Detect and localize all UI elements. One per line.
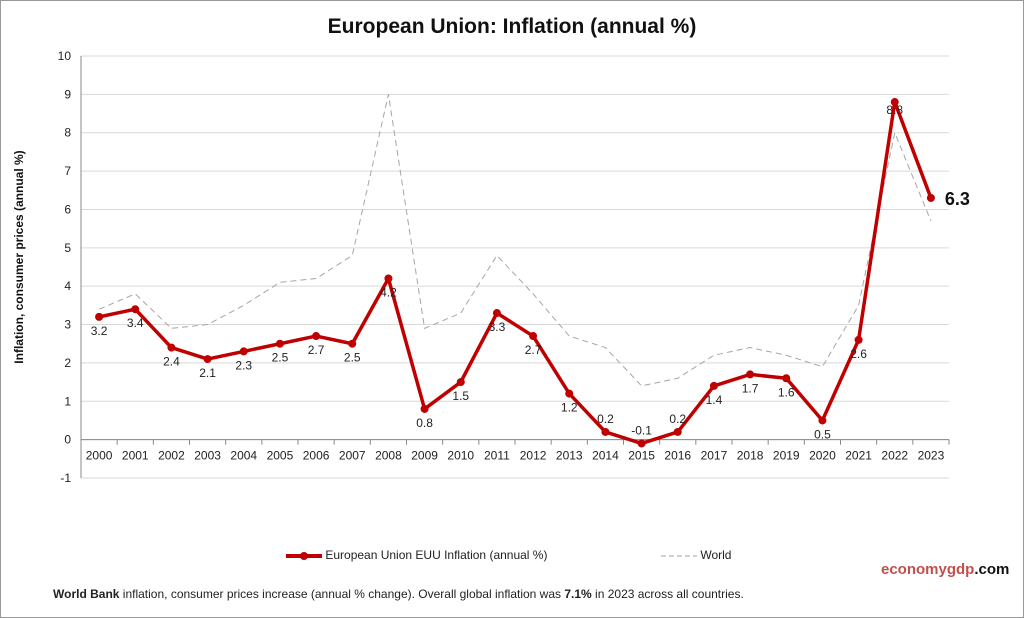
x-tick-label: 2006	[303, 449, 330, 463]
data-label: 4.2	[380, 286, 397, 300]
data-label: 0.2	[669, 412, 686, 426]
y-tick-label: 3	[64, 318, 71, 332]
series-eu-point	[312, 332, 321, 341]
legend-eu-swatch-icon	[286, 551, 322, 560]
y-tick-label: 5	[64, 241, 71, 255]
footer-note: World Bank inflation, consumer prices in…	[53, 587, 744, 601]
data-label: 2.6	[850, 347, 867, 361]
data-label: 2.5	[272, 351, 289, 365]
series-eu-point	[492, 309, 501, 318]
x-tick-label: 2003	[194, 449, 221, 463]
series-eu-point	[456, 378, 465, 387]
x-tick-label: 2004	[230, 449, 257, 463]
series-world-line	[98, 94, 932, 387]
y-tick-label: 9	[64, 87, 71, 101]
series-eu-point	[673, 427, 682, 436]
x-tick-label: 2021	[845, 449, 872, 463]
y-tick-label: -1	[60, 471, 71, 485]
data-label: 1.5	[452, 389, 469, 403]
y-tick-label: 6	[64, 202, 71, 216]
y-tick-label: 0	[64, 433, 71, 447]
data-label: 2.3	[235, 358, 252, 372]
series-eu-point	[239, 347, 248, 356]
series-eu-point	[782, 374, 791, 383]
series-eu-line	[98, 100, 933, 446]
series-eu-point	[926, 193, 935, 202]
data-label: 3.4	[127, 316, 144, 330]
x-tick-label: 2009	[411, 449, 438, 463]
series-eu-point	[746, 370, 755, 379]
data-label: 0.5	[814, 427, 831, 441]
data-label: 2.4	[163, 355, 180, 369]
x-tick-label: 2016	[664, 449, 691, 463]
x-tick-label: 2018	[737, 449, 764, 463]
series-eu-point	[637, 439, 646, 448]
y-axis-label: Inflation, consumer prices (annual %)	[12, 150, 26, 363]
series-eu-point	[167, 343, 176, 352]
y-tick-label: 10	[58, 49, 72, 63]
brand-logo: economygdp.com	[881, 561, 1010, 578]
x-tick-label: 2007	[339, 449, 366, 463]
x-tick-label: 2014	[592, 449, 619, 463]
y-tick-label: 4	[64, 279, 71, 293]
data-label: 3.3	[489, 320, 506, 334]
y-tick-label: 7	[64, 164, 71, 178]
series-eu-point	[275, 339, 284, 348]
x-tick-label: 2010	[447, 449, 474, 463]
data-label: 1.7	[742, 381, 759, 395]
series-eu-point	[565, 389, 574, 398]
data-label: 0.2	[597, 412, 614, 426]
x-tick-label: 2022	[881, 449, 908, 463]
series-eu-point	[854, 335, 863, 344]
series-eu-point	[131, 305, 140, 314]
data-label: 3.2	[91, 324, 108, 338]
data-label: 8.8	[886, 103, 903, 117]
x-tick-label: 2005	[267, 449, 294, 463]
data-label: 2.7	[525, 343, 542, 357]
data-label: -0.1	[631, 423, 652, 437]
series-eu-point	[420, 404, 429, 413]
legend-item-eu: European Union EUU Inflation (annual %)	[286, 548, 547, 562]
series-eu-point	[95, 312, 104, 321]
data-label-latest: 6.3	[945, 189, 970, 209]
series-eu-point	[601, 427, 610, 436]
series-eu-point	[203, 355, 212, 364]
x-tick-label: 2015	[628, 449, 655, 463]
chart-title: European Union: Inflation (annual %)	[327, 15, 697, 38]
legend-item-world: World	[661, 548, 731, 562]
x-tick-label: 2012	[520, 449, 547, 463]
series-eu-point	[818, 416, 827, 425]
x-tick-label: 2011	[484, 449, 510, 463]
data-label: 0.8	[416, 416, 433, 430]
y-tick-label: 1	[64, 394, 71, 408]
data-label: 2.5	[344, 351, 361, 365]
x-tick-label: 2019	[773, 449, 800, 463]
data-label: 1.2	[561, 401, 578, 415]
data-label: 1.6	[778, 385, 795, 399]
data-label: 2.1	[199, 366, 216, 380]
x-tick-label: 2020	[809, 449, 836, 463]
data-label: 2.7	[308, 343, 325, 357]
y-tick-label: 8	[64, 126, 71, 140]
x-tick-label: 2001	[122, 449, 149, 463]
series-eu-point	[709, 381, 718, 390]
x-tick-label: 2017	[701, 449, 728, 463]
series-eu-point	[890, 98, 899, 107]
series-eu-point	[529, 332, 538, 341]
x-tick-label: 2013	[556, 449, 583, 463]
x-tick-label: 2008	[375, 449, 402, 463]
legend-eu-label: European Union EUU Inflation (annual %)	[325, 548, 548, 562]
series-eu-point	[384, 274, 393, 283]
y-tick-label: 2	[64, 356, 71, 370]
series-eu-point	[348, 339, 357, 348]
x-tick-label: 2023	[918, 449, 945, 463]
legend-world-swatch-icon	[661, 555, 697, 557]
x-tick-label: 2002	[158, 449, 185, 463]
x-tick-label: 2000	[86, 449, 113, 463]
legend-world-label: World	[700, 548, 732, 562]
data-label: 1.4	[706, 393, 723, 407]
